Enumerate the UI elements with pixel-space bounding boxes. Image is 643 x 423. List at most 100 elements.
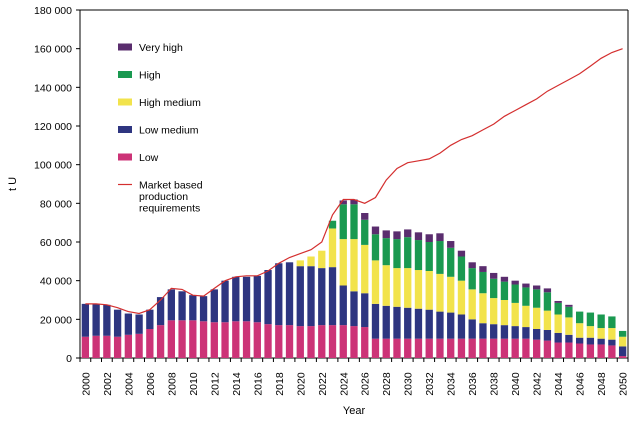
y-tick-label: 80 000 — [40, 198, 72, 210]
bar-segment-high-medium — [339, 239, 347, 286]
bar-segment-high-medium — [371, 260, 380, 304]
bar-segment-low-medium — [339, 285, 347, 326]
bar-segment-low — [81, 336, 90, 358]
bar-segment-low — [189, 320, 197, 358]
bar-segment-low — [350, 326, 358, 358]
bar-segment-high — [382, 238, 390, 266]
x-tick-label: 2044 — [553, 372, 565, 396]
bar-segment-low-medium — [436, 311, 444, 339]
bar-segment-high — [350, 204, 358, 240]
bar-segment-low-medium — [253, 275, 261, 323]
bar-segment-low-medium — [597, 338, 605, 345]
bar-segment-low — [285, 325, 294, 358]
bar-segment-low — [232, 321, 240, 358]
bar-segment-low-medium — [92, 303, 100, 336]
bar-segment-low-medium — [393, 306, 401, 339]
bar-segment-very-high — [490, 272, 498, 279]
bar-segment-very-high — [533, 285, 541, 290]
y-tick-label: 160 000 — [34, 44, 72, 56]
bar-segment-very-high — [436, 233, 444, 242]
market-requirements-line — [85, 48, 623, 315]
bar-segment-low-medium — [124, 313, 133, 335]
legend: Very high High High medium Low medium Low Mar… — [118, 42, 203, 215]
bar-segment-low — [135, 333, 143, 358]
bar-segment-very-high — [457, 250, 466, 257]
bar-segment-low-medium — [275, 263, 283, 326]
bar-segment-low-medium — [361, 293, 369, 328]
bar-segment-low — [178, 320, 186, 358]
bar-segment-low — [124, 334, 133, 358]
bar-segment-very-high — [350, 199, 358, 205]
bar-segment-very-high — [371, 226, 380, 235]
bar-segment-low-medium — [350, 291, 358, 327]
y-axis-title: t U — [7, 177, 19, 191]
bar-segment-high-medium — [511, 302, 519, 327]
x-tick-label: 2014 — [231, 372, 243, 396]
bar-segment-very-high — [543, 288, 552, 293]
y-tick-label: 60 000 — [40, 237, 72, 249]
bar-segment-high — [371, 234, 380, 261]
y-tick-label: 100 000 — [34, 160, 72, 172]
bar-segment-very-high — [447, 241, 455, 248]
bar-segment-low-medium — [135, 314, 143, 334]
bar-segment-low — [253, 322, 261, 358]
bar-segment-very-high — [361, 213, 369, 220]
bar-segment-high-medium — [361, 244, 369, 294]
x-ticks: 2000 2002 2004 2006 2008 2010 2012 2014 2016 2018… — [79, 358, 630, 396]
bar-segment-low-medium — [543, 329, 552, 341]
bar-segment-low-medium — [146, 309, 154, 329]
bar-segment-low — [382, 338, 390, 358]
x-tick-label: 2024 — [338, 372, 350, 396]
bar-segment-high-medium — [382, 265, 390, 306]
bar-segment-high-medium — [586, 326, 595, 338]
bar-segment-high-medium — [318, 250, 326, 269]
bar-segment-high — [511, 284, 519, 303]
bar-segment-low — [575, 343, 584, 358]
bar-segment-high — [500, 281, 509, 300]
bar-segment-high — [608, 316, 616, 329]
bar-segment-low-medium — [156, 297, 165, 326]
bar-segment-high — [414, 240, 423, 271]
bar-segment-high — [404, 237, 412, 269]
bar-segment-low — [404, 338, 412, 358]
bar-segment-high — [339, 204, 347, 240]
bar-segment-low — [167, 320, 175, 358]
bar-segment-low — [146, 329, 154, 358]
y-tick-label: 180 000 — [34, 5, 72, 17]
bar-segment-high — [618, 330, 627, 337]
y-ticks: 0 20 000 40 000 60 000 80 000 100 000 120 000 1… — [34, 5, 80, 365]
legend-swatch-very-high — [118, 43, 132, 51]
bar-segment-low-medium — [307, 266, 315, 327]
bar-segment-high — [522, 287, 530, 306]
market-line-layer — [85, 48, 623, 315]
x-tick-label: 2012 — [209, 372, 221, 396]
bar-segment-low-medium — [221, 280, 229, 323]
bar-segment-very-high — [425, 234, 433, 242]
bars — [81, 199, 627, 358]
bar-segment-high-medium — [500, 300, 509, 326]
legend-swatch-high — [118, 71, 132, 78]
bar-segment-low-medium — [414, 308, 423, 339]
bar-segment-high — [436, 241, 444, 274]
bar-segment-high-medium — [490, 298, 498, 325]
bar-segment-low-medium — [468, 319, 476, 339]
legend-label-market: production — [139, 191, 188, 203]
bar-segment-high — [425, 242, 433, 271]
bar-segment-low-medium — [554, 332, 562, 343]
bar-segment-low — [210, 322, 218, 358]
bar-segment-low — [328, 325, 337, 358]
x-tick-label: 2002 — [102, 372, 114, 396]
bar-segment-very-high — [511, 280, 519, 285]
bar-segment-low-medium — [242, 276, 251, 322]
bar-segment-low-medium — [479, 323, 487, 339]
bar-segment-very-high — [500, 276, 509, 282]
bar-segment-high-medium — [479, 293, 487, 324]
bar-segment-low-medium — [178, 291, 186, 321]
bar-segment-low-medium — [500, 325, 509, 339]
legend-swatch-high-medium — [118, 98, 132, 106]
bar-segment-low-medium — [81, 303, 90, 337]
bar-segment-high-medium — [533, 307, 541, 329]
bar-segment-very-high — [414, 232, 423, 241]
bar-segment-low — [339, 325, 347, 358]
